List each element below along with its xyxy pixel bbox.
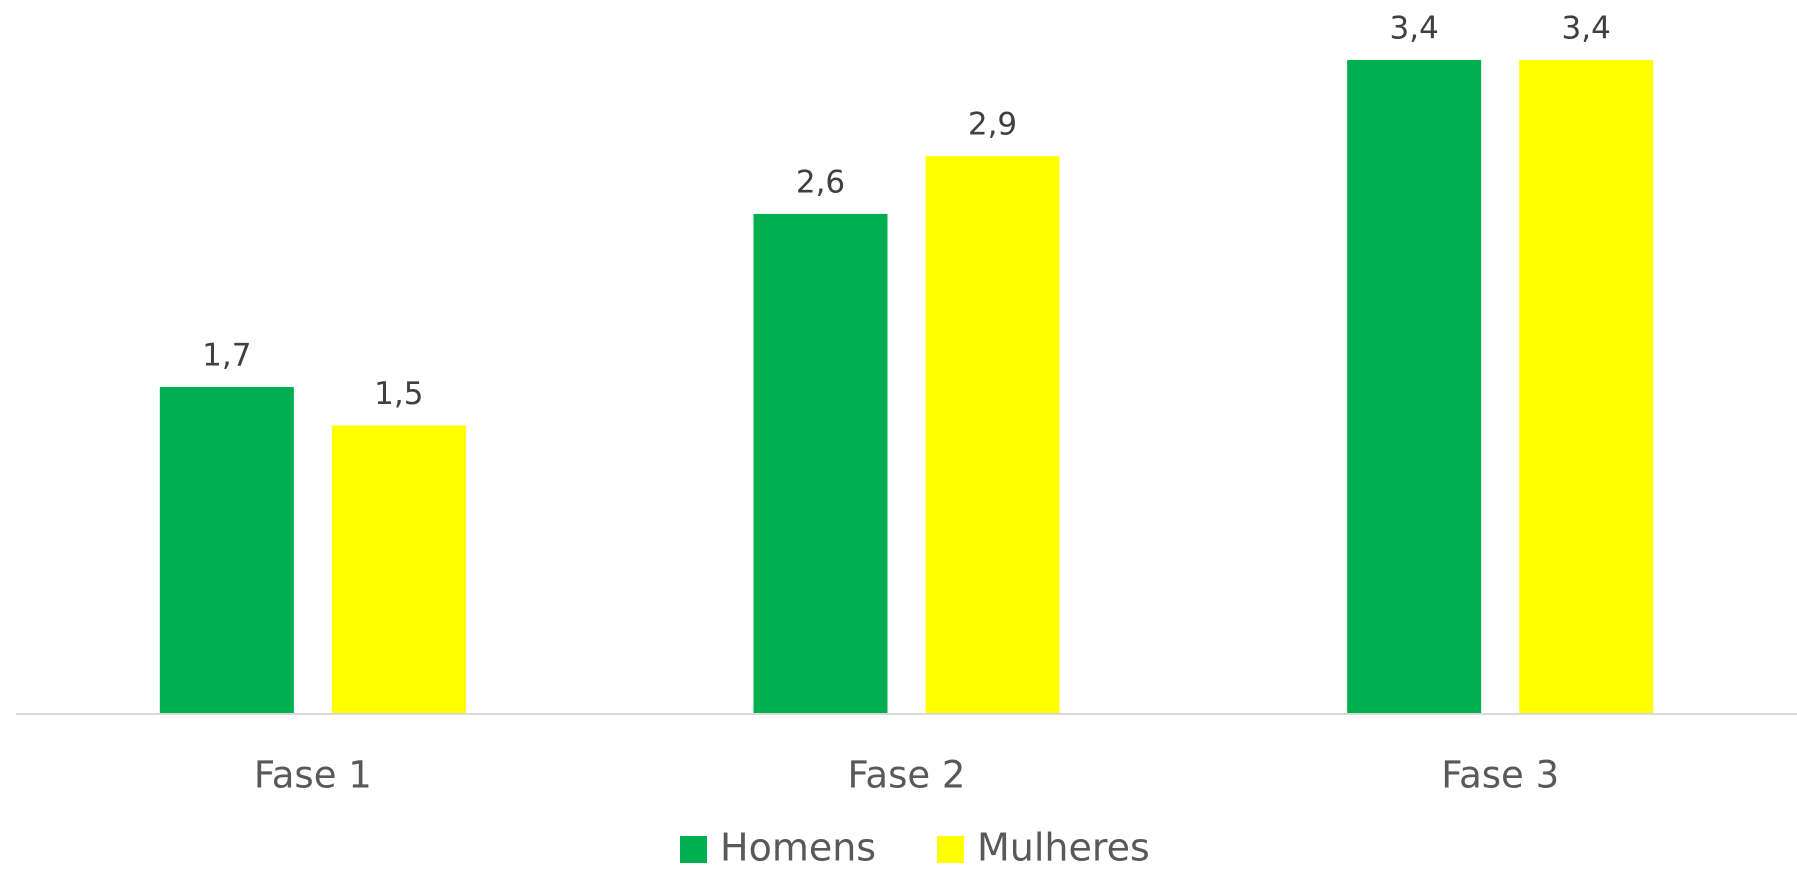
value-label: 2,6 bbox=[796, 164, 845, 200]
legend-swatch bbox=[937, 836, 964, 863]
value-label: 1,5 bbox=[374, 376, 423, 412]
bar bbox=[753, 213, 888, 714]
x-tick-label: Fase 3 bbox=[1441, 754, 1559, 797]
legend-label: Mulheres bbox=[977, 826, 1150, 870]
bar bbox=[331, 425, 466, 714]
bar bbox=[1347, 60, 1482, 714]
value-label: 1,7 bbox=[202, 338, 251, 374]
legend-label: Homens bbox=[720, 826, 876, 870]
value-label: 2,9 bbox=[968, 107, 1017, 143]
bar bbox=[159, 387, 294, 714]
value-label: 3,4 bbox=[1390, 11, 1439, 47]
legend-swatch bbox=[680, 836, 707, 863]
bar bbox=[925, 156, 1060, 715]
x-tick-label: Fase 1 bbox=[254, 754, 372, 797]
bar bbox=[1519, 60, 1654, 714]
x-tick-label: Fase 2 bbox=[848, 754, 966, 797]
value-label: 3,4 bbox=[1562, 11, 1611, 47]
